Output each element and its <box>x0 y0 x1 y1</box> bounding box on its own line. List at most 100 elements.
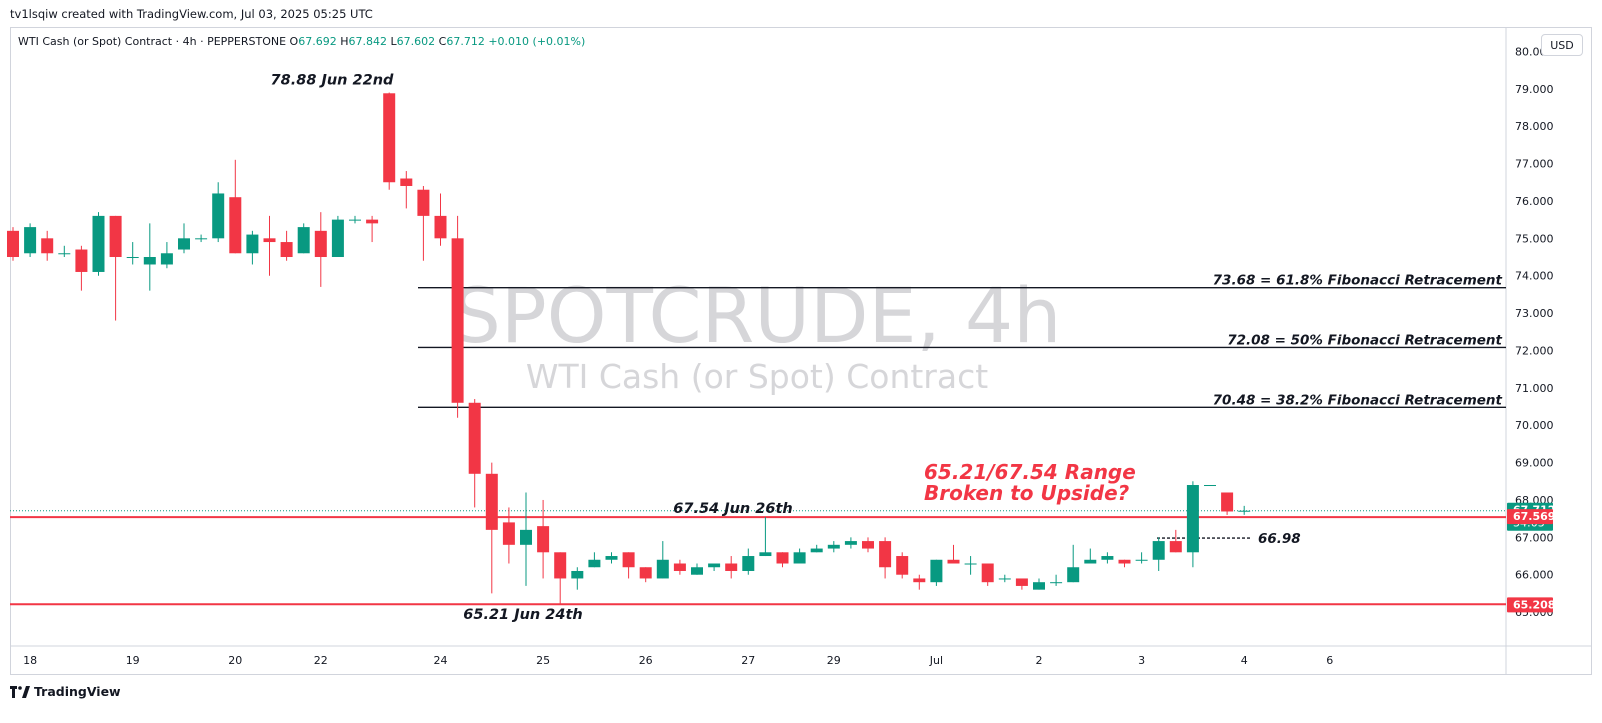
candle-body <box>759 552 772 557</box>
candle-body <box>913 578 926 583</box>
candle-body <box>947 559 960 564</box>
low-value: 67.602 <box>396 35 436 48</box>
open-value: 67.692 <box>298 35 337 48</box>
y-tick-label: 72.000 <box>1515 344 1554 357</box>
x-tick-label: 18 <box>23 654 37 667</box>
x-tick-label: 4 <box>1241 654 1248 667</box>
candle-body <box>1135 559 1148 561</box>
y-tick-label: 69.000 <box>1515 457 1554 470</box>
x-tick-label: 24 <box>434 654 448 667</box>
x-tick-label: 29 <box>827 654 841 667</box>
y-tick-label: 73.000 <box>1515 307 1554 320</box>
candle-body <box>41 238 54 254</box>
candle-body <box>656 559 669 579</box>
y-tick-label: 70.000 <box>1515 419 1554 432</box>
candle-body <box>1221 492 1234 512</box>
candle-body <box>725 563 738 571</box>
watermark: SPOTCRUDE, 4h WTI Cash (or Spot) Contrac… <box>453 271 1062 396</box>
candle-body <box>58 253 71 255</box>
symbol-name: WTI Cash (or Spot) Contract · 4h · PEPPE… <box>18 35 287 48</box>
candle-body <box>1118 559 1131 564</box>
candle-body <box>827 544 840 549</box>
candle-body <box>691 567 703 575</box>
candle-body <box>622 552 635 568</box>
y-tick-label: 77.000 <box>1515 158 1554 171</box>
y-tick-label: 71.000 <box>1515 382 1554 395</box>
price-label-bg <box>1507 597 1553 613</box>
candle-body <box>1050 582 1063 584</box>
candle-body <box>1067 567 1080 583</box>
candle-body <box>605 556 618 560</box>
open-label: O <box>289 35 299 48</box>
low-label: L <box>390 35 397 48</box>
candle-body <box>844 541 857 545</box>
candle-body <box>434 215 447 239</box>
candle-body <box>520 529 532 545</box>
horizontal-lines-layer: 73.68 = 61.8% Fibonacci Retracement 72.08… <box>10 273 1506 606</box>
candle-body <box>400 178 413 186</box>
tradingview-logo-icon <box>10 685 30 698</box>
candle-body <box>1084 559 1097 564</box>
candle-body <box>502 522 515 545</box>
candle-body <box>1238 510 1251 512</box>
candle-body <box>1015 578 1028 586</box>
candle-body <box>1033 582 1045 590</box>
candle-body <box>485 473 498 530</box>
watermark-subtitle: WTI Cash (or Spot) Contract <box>526 357 988 396</box>
x-tick-label: 27 <box>741 654 755 667</box>
candle-body <box>571 570 584 579</box>
hline-label-fib382: 70.48 = 38.2% Fibonacci Retracement <box>1213 392 1503 408</box>
candle-body <box>468 402 481 474</box>
hline-label-pivot: 66.98 <box>1258 531 1301 547</box>
candle-body <box>178 238 190 250</box>
annotations-layer: 78.88 Jun 22nd 67.54 Jun 26th 65.21 Jun 24… <box>271 72 1136 623</box>
hline-label-fib50: 72.08 = 50% Fibonacci Retracement <box>1227 332 1502 348</box>
candle-body <box>1152 541 1165 560</box>
x-tick-label: 22 <box>314 654 328 667</box>
candle-body <box>930 559 943 583</box>
callout-line2: Broken to Upside? <box>924 481 1130 505</box>
candle-body <box>810 548 823 553</box>
hline-label-fib618: 73.68 = 61.8% Fibonacci Retracement <box>1213 273 1503 289</box>
candle-body <box>331 219 344 258</box>
price-label-value: 67.569 <box>1513 510 1555 523</box>
candle-body <box>896 556 909 575</box>
candle-body <box>639 567 652 579</box>
candle-body <box>673 563 686 571</box>
chart-frame <box>10 27 1592 675</box>
currency-button[interactable]: USD <box>1541 34 1583 56</box>
y-axis[interactable]: 65.00066.00067.00068.00069.00070.00071.0… <box>1515 45 1554 619</box>
close-value: 67.712 <box>446 35 485 48</box>
candle-body <box>981 563 994 583</box>
symbol-legend[interactable]: WTI Cash (or Spot) Contract · 4h · PEPPE… <box>18 35 585 48</box>
candle-body <box>263 238 276 243</box>
x-tick-label: Jul <box>929 654 943 667</box>
candle-body <box>314 230 327 258</box>
callout-line1: 65.21/67.54 Range <box>924 460 1136 484</box>
x-axis[interactable]: 18 19 20 22 24 25 26 27 29 Jul 2 3 4 6 <box>23 654 1333 667</box>
candle-body <box>1204 485 1216 487</box>
price-label-value: 65.208 <box>1513 598 1555 611</box>
candle-body <box>1169 541 1182 553</box>
candle-body <box>998 578 1011 580</box>
candle-body <box>24 227 37 254</box>
candle-body <box>195 238 208 240</box>
x-tick-label: 6 <box>1326 654 1333 667</box>
candle-body <box>537 526 550 553</box>
annotation-label: 67.54 Jun 26th <box>673 501 792 517</box>
candles-layer <box>7 92 1251 605</box>
change-value: +0.010 (+0.01%) <box>488 35 586 48</box>
candle-body <box>417 189 430 216</box>
tradingview-footer[interactable]: TradingView <box>10 684 121 699</box>
candle-body <box>366 219 379 224</box>
created-by-header: tv1lsqiw created with TradingView.com, J… <box>10 7 373 21</box>
high-label: H <box>340 35 349 48</box>
y-tick-label: 75.000 <box>1515 232 1554 245</box>
candle-body <box>776 552 789 564</box>
candle-body <box>451 238 464 403</box>
candle-body <box>7 230 19 258</box>
candle-body <box>879 541 892 568</box>
y-tick-label: 74.000 <box>1515 270 1554 283</box>
